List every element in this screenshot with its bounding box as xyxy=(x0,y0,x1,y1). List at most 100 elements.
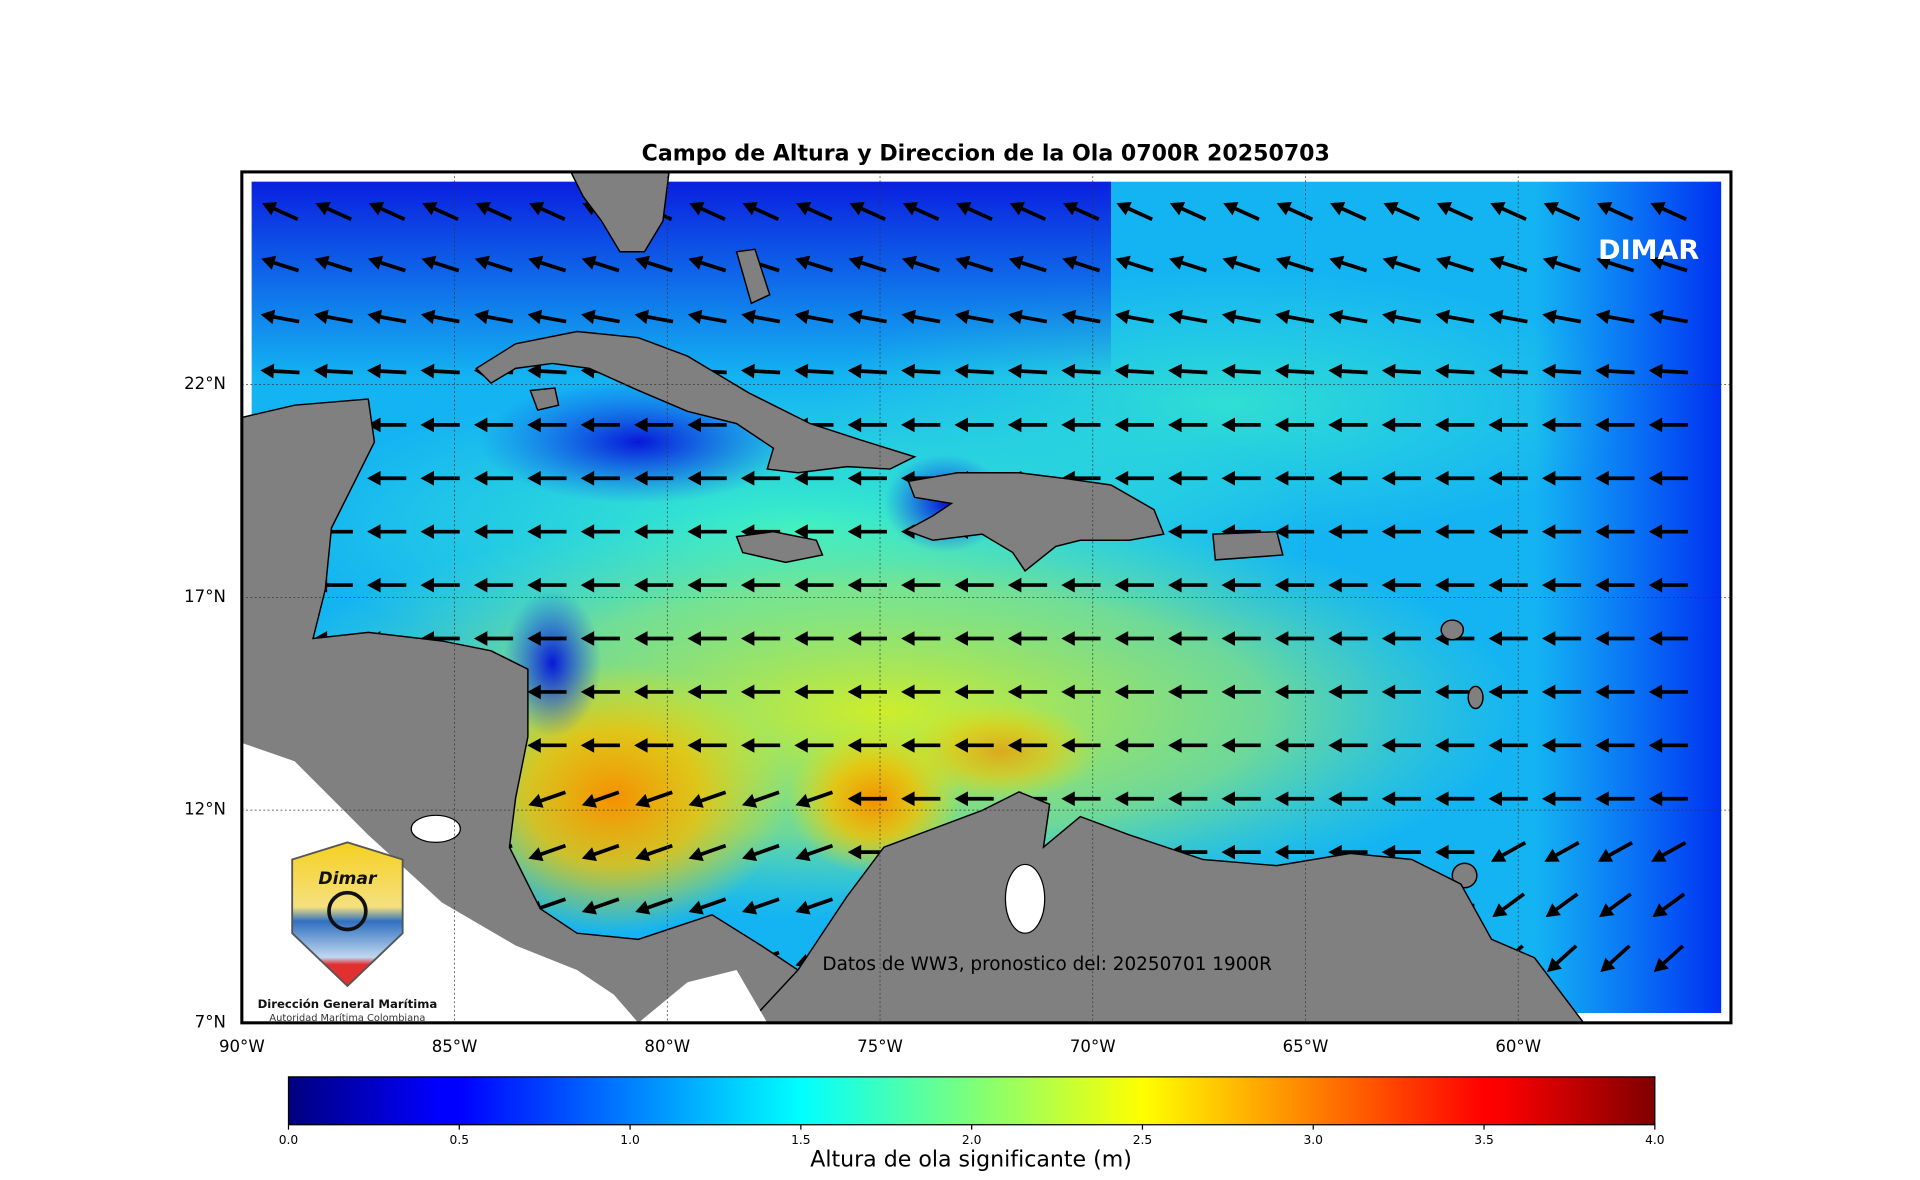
wave-arrow xyxy=(954,363,994,379)
arrow-head xyxy=(581,255,597,270)
arrow-head xyxy=(1595,417,1609,433)
wave-arrow xyxy=(1651,840,1687,862)
arrow-head xyxy=(1274,363,1289,379)
wave-arrow xyxy=(687,577,727,593)
wave-arrow xyxy=(1435,791,1475,807)
arrow-head xyxy=(1009,201,1025,216)
wave-arrow xyxy=(1383,201,1420,221)
arrow-head xyxy=(634,470,648,486)
logo: Dimar Dirección General Marítima Autorid… xyxy=(258,841,437,1023)
wave-arrow xyxy=(1541,417,1582,433)
wave-arrow xyxy=(527,737,567,753)
wave-arrow xyxy=(796,201,833,221)
wave-arrow xyxy=(1221,577,1261,593)
arrow-head xyxy=(527,524,541,540)
wave-arrow xyxy=(1648,791,1688,807)
arrow-head xyxy=(955,255,971,270)
island xyxy=(1440,619,1465,641)
wave-arrow xyxy=(1648,470,1688,486)
arrow-head xyxy=(260,309,276,325)
arrow-head xyxy=(1276,201,1292,216)
arrow-head xyxy=(1488,577,1502,593)
arrow-head xyxy=(1435,844,1449,860)
wave-arrow xyxy=(261,255,300,273)
wave-arrow xyxy=(1168,309,1208,325)
arrow-head xyxy=(1649,255,1665,270)
wave-arrow xyxy=(956,201,993,221)
arrow-head xyxy=(901,791,915,807)
wave-arrow xyxy=(1007,363,1048,379)
arrow-head xyxy=(1383,201,1399,216)
wave-arrow xyxy=(1652,892,1686,918)
wave-arrow xyxy=(314,255,353,273)
wave-arrow xyxy=(1061,631,1101,646)
wave-arrow xyxy=(1007,577,1048,593)
wave-arrow xyxy=(740,470,781,486)
colorbar-tick-label: 4.0 xyxy=(1645,1133,1665,1147)
wave-arrow xyxy=(1221,631,1261,646)
arrow-head xyxy=(1114,470,1129,486)
arrow-head xyxy=(1600,957,1616,973)
wave-arrow xyxy=(741,309,781,325)
wave-arrow xyxy=(1382,309,1421,325)
wave-arrow xyxy=(1061,417,1101,433)
wave-arrow xyxy=(1595,470,1635,486)
arrow-head xyxy=(1541,524,1556,540)
wave-arrow xyxy=(1169,201,1207,221)
wave-arrow xyxy=(1275,309,1315,325)
arrow-head xyxy=(1168,791,1182,807)
arrow-head xyxy=(1007,577,1022,593)
wave-arrow xyxy=(687,309,727,325)
arrow-head xyxy=(901,577,915,593)
wave-arrow xyxy=(901,417,941,433)
wave-arrow xyxy=(1007,417,1048,433)
arrow-head xyxy=(687,524,701,540)
wave-arrow xyxy=(795,843,834,862)
lake-nicaragua xyxy=(410,814,461,843)
wave-arrow xyxy=(902,201,940,221)
colorbar-label: Altura de ola significante (m) xyxy=(810,1146,1132,1172)
island xyxy=(1451,862,1478,889)
arrow-head xyxy=(1543,201,1559,216)
cuba xyxy=(475,330,917,474)
arrow-head xyxy=(847,791,862,807)
arrow-head xyxy=(689,201,705,216)
wave-arrow xyxy=(1381,577,1421,593)
pacific xyxy=(638,970,768,1023)
wave-arrow xyxy=(794,577,834,593)
wave-arrow xyxy=(1061,737,1101,753)
arrow-head xyxy=(1492,903,1508,918)
wave-arrow xyxy=(1648,577,1688,593)
arrow-head xyxy=(687,417,701,433)
wave-arrow xyxy=(422,201,459,221)
arrow-head xyxy=(634,309,650,325)
wave-arrow xyxy=(794,309,834,325)
arrow-head xyxy=(1221,417,1235,433)
wave-arrow xyxy=(1168,524,1208,540)
arrow-head xyxy=(1168,737,1182,753)
wave-arrow xyxy=(1328,631,1368,646)
wave-arrow xyxy=(742,201,780,221)
arrow-head xyxy=(1329,255,1345,270)
colorbar xyxy=(287,1076,1656,1126)
wave-arrow xyxy=(1435,470,1475,486)
arrow-head xyxy=(1595,791,1609,807)
wave-arrow xyxy=(1597,201,1634,221)
wave-arrow xyxy=(1541,470,1582,486)
arrow-head xyxy=(1648,791,1663,807)
arrow-head xyxy=(1652,903,1668,918)
wave-arrow xyxy=(1114,363,1155,379)
wave-arrow xyxy=(420,309,460,325)
wave-arrow xyxy=(315,201,352,221)
wave-arrow xyxy=(1114,577,1154,593)
arrow-head xyxy=(1597,848,1614,862)
arrow-head xyxy=(1648,417,1663,433)
wave-arrow xyxy=(1599,892,1632,918)
arrow-head xyxy=(847,631,862,646)
wave-arrow xyxy=(473,577,514,593)
wave-arrow xyxy=(634,577,674,593)
colorbar-tick-label: 1.5 xyxy=(791,1133,811,1147)
arrow-head xyxy=(795,793,811,808)
arrow-head xyxy=(527,363,542,379)
